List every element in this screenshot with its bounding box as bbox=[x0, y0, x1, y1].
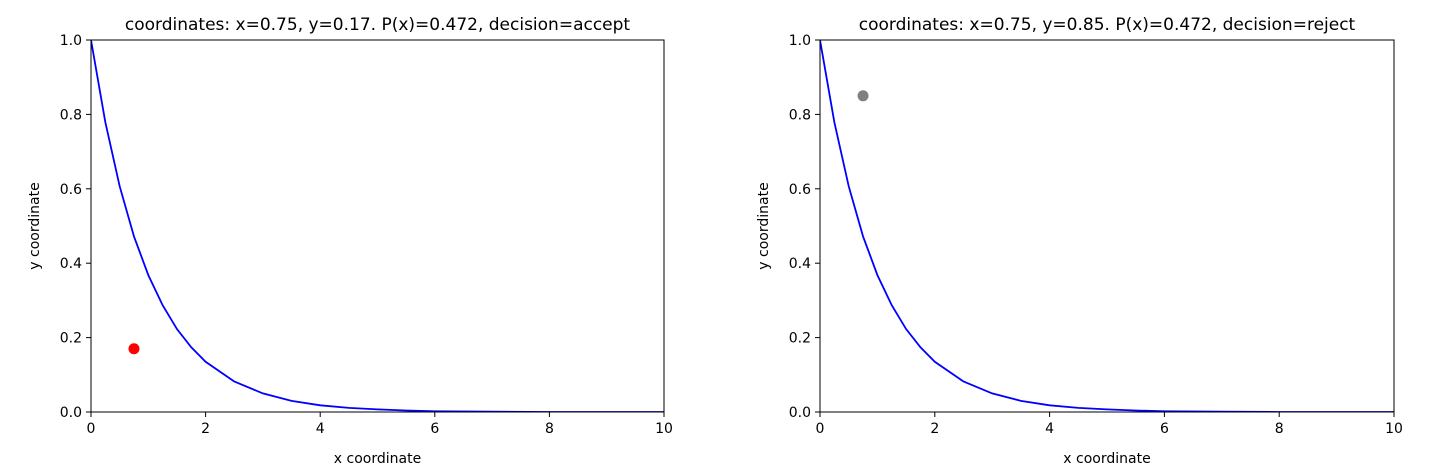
curve-line bbox=[820, 40, 1394, 412]
x-tick-label: 10 bbox=[655, 421, 673, 437]
data-point bbox=[857, 90, 869, 102]
x-tick-label: 0 bbox=[816, 421, 825, 437]
x-tick-label: 8 bbox=[545, 421, 554, 437]
x-tick-label: 6 bbox=[1160, 421, 1169, 437]
chart-panel-2: coordinates: x=0.75, y=0.85. P(x)=0.472,… bbox=[756, 15, 1403, 467]
axes-frame bbox=[90, 39, 665, 413]
y-tick-label: 1.0 bbox=[60, 33, 82, 49]
x-axis-label: x coordinate bbox=[1063, 451, 1150, 467]
curve-line bbox=[91, 40, 664, 412]
x-tick-label: 10 bbox=[1385, 421, 1403, 437]
y-tick-label: 0.2 bbox=[789, 331, 811, 347]
chart-panel-1: coordinates: x=0.75, y=0.17. P(x)=0.472,… bbox=[27, 15, 673, 467]
y-axis-label: y coordinate bbox=[756, 182, 772, 269]
y-tick-label: 0.4 bbox=[789, 256, 811, 272]
x-tick-label: 4 bbox=[1045, 421, 1054, 437]
y-tick-label: 0.8 bbox=[789, 107, 811, 123]
y-tick-label: 1.0 bbox=[789, 33, 811, 49]
y-tick-label: 0.0 bbox=[60, 405, 82, 421]
y-tick-label: 0.8 bbox=[60, 107, 82, 123]
y-tick-label: 0.2 bbox=[60, 331, 82, 347]
y-axis-label: y coordinate bbox=[27, 182, 43, 269]
chart-title: coordinates: x=0.75, y=0.85. P(x)=0.472,… bbox=[859, 15, 1356, 35]
y-tick-label: 0.0 bbox=[789, 405, 811, 421]
chart-title: coordinates: x=0.75, y=0.17. P(x)=0.472,… bbox=[125, 15, 631, 35]
x-axis-label: x coordinate bbox=[334, 451, 421, 467]
axes-frame bbox=[819, 39, 1395, 413]
x-tick-label: 2 bbox=[201, 421, 210, 437]
x-tick-label: 4 bbox=[316, 421, 325, 437]
data-point bbox=[128, 343, 140, 355]
x-tick-label: 8 bbox=[1275, 421, 1284, 437]
y-tick-label: 0.4 bbox=[60, 256, 82, 272]
x-tick-label: 0 bbox=[87, 421, 96, 437]
x-tick-label: 2 bbox=[930, 421, 939, 437]
x-tick-label: 6 bbox=[430, 421, 439, 437]
y-tick-label: 0.6 bbox=[789, 182, 811, 198]
y-tick-label: 0.6 bbox=[60, 182, 82, 198]
